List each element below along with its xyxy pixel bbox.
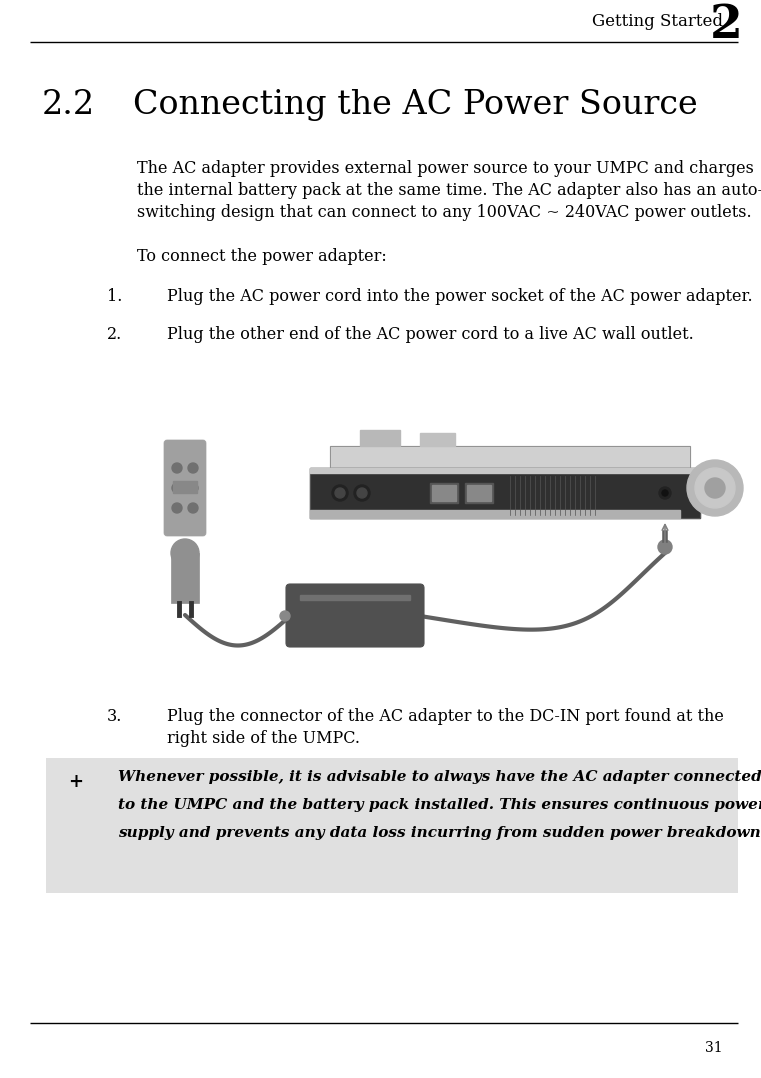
Text: 31: 31 — [705, 1041, 723, 1055]
Bar — [300, 595, 410, 600]
Bar — [171, 553, 199, 603]
Polygon shape — [310, 510, 680, 519]
Text: 3.: 3. — [107, 708, 122, 725]
Text: 1.: 1. — [107, 288, 122, 305]
Text: the internal battery pack at the same time. The AC adapter also has an auto-: the internal battery pack at the same ti… — [137, 182, 761, 199]
Circle shape — [662, 490, 668, 496]
Circle shape — [705, 478, 725, 498]
Text: Plug the connector of the AC adapter to the DC-IN port found at the: Plug the connector of the AC adapter to … — [167, 708, 724, 725]
Text: to the UMPC and the battery pack installed. This ensures continuous power: to the UMPC and the battery pack install… — [118, 798, 761, 812]
Text: switching design that can connect to any 100VAC ~ 240VAC power outlets.: switching design that can connect to any… — [137, 204, 752, 221]
Circle shape — [335, 488, 345, 498]
Polygon shape — [310, 468, 700, 519]
Circle shape — [659, 487, 671, 499]
Text: Getting Started: Getting Started — [591, 14, 733, 30]
Bar — [46, 758, 738, 893]
FancyBboxPatch shape — [164, 440, 206, 536]
Circle shape — [172, 503, 182, 513]
Circle shape — [280, 611, 290, 621]
Text: The AC adapter provides external power source to your UMPC and charges: The AC adapter provides external power s… — [137, 160, 754, 177]
Text: Whenever possible, it is advisable to always have the AC adapter connected: Whenever possible, it is advisable to al… — [118, 770, 761, 784]
Circle shape — [332, 485, 348, 501]
Text: 2: 2 — [710, 2, 743, 49]
Text: +: + — [68, 773, 84, 791]
Circle shape — [695, 468, 735, 508]
Text: supply and prevents any data loss incurring from sudden power breakdown.: supply and prevents any data loss incurr… — [118, 826, 761, 840]
Text: 2.2: 2.2 — [42, 89, 95, 121]
Circle shape — [171, 539, 199, 567]
Bar — [430, 483, 458, 503]
Circle shape — [188, 483, 198, 493]
Bar — [432, 485, 456, 501]
Polygon shape — [360, 430, 400, 446]
Bar — [465, 483, 493, 503]
Text: To connect the power adapter:: To connect the power adapter: — [137, 248, 387, 265]
FancyBboxPatch shape — [286, 584, 424, 647]
Polygon shape — [420, 433, 455, 446]
Circle shape — [172, 483, 182, 493]
Circle shape — [354, 485, 370, 501]
Text: right side of the UMPC.: right side of the UMPC. — [167, 730, 361, 747]
Circle shape — [172, 462, 182, 473]
Bar — [467, 485, 491, 501]
Text: 2.: 2. — [107, 326, 122, 343]
Circle shape — [658, 540, 672, 554]
Text: Plug the other end of the AC power cord to a live AC wall outlet.: Plug the other end of the AC power cord … — [167, 326, 694, 343]
Circle shape — [687, 460, 743, 516]
Text: Plug the AC power cord into the power socket of the AC power adapter.: Plug the AC power cord into the power so… — [167, 288, 753, 305]
Polygon shape — [330, 446, 690, 468]
Circle shape — [188, 462, 198, 473]
Circle shape — [357, 488, 367, 498]
Text: Connecting the AC Power Source: Connecting the AC Power Source — [133, 89, 698, 121]
Circle shape — [188, 503, 198, 513]
Polygon shape — [310, 468, 700, 473]
Bar — [173, 481, 197, 493]
